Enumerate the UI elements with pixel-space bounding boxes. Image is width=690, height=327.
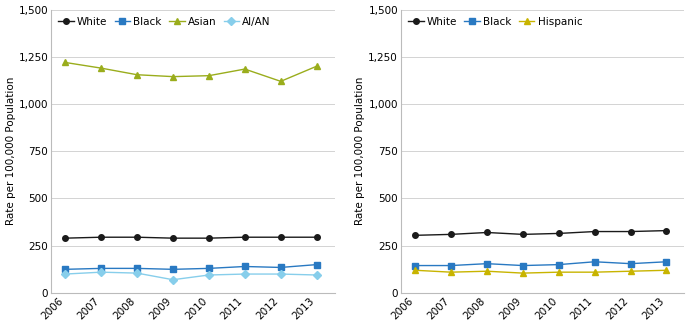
AI/AN	[277, 272, 285, 276]
AI/AN	[97, 270, 106, 274]
Line: Asian: Asian	[61, 59, 320, 85]
White	[277, 235, 285, 239]
Asian	[97, 66, 106, 70]
White	[313, 235, 321, 239]
White	[169, 236, 177, 240]
Hispanic	[627, 269, 635, 273]
AI/AN	[241, 272, 249, 276]
White	[205, 236, 213, 240]
Asian	[277, 79, 285, 83]
Black	[241, 265, 249, 268]
Asian	[133, 73, 141, 77]
Hispanic	[519, 271, 527, 275]
White	[591, 230, 599, 233]
AI/AN	[169, 278, 177, 282]
Legend: White, Black, Asian, AI/AN: White, Black, Asian, AI/AN	[56, 15, 273, 29]
Black	[519, 264, 527, 267]
Black	[662, 260, 671, 264]
AI/AN	[205, 273, 213, 277]
AI/AN	[313, 273, 321, 277]
Asian	[313, 64, 321, 68]
Black	[591, 260, 599, 264]
White	[447, 232, 455, 236]
Asian	[241, 67, 249, 71]
Y-axis label: Rate per 100,000 Population: Rate per 100,000 Population	[355, 77, 366, 225]
Y-axis label: Rate per 100,000 Population: Rate per 100,000 Population	[6, 77, 16, 225]
Black	[205, 267, 213, 270]
Asian	[205, 74, 213, 77]
White	[411, 233, 420, 237]
Hispanic	[411, 268, 420, 272]
Line: Black: Black	[413, 259, 669, 268]
White	[97, 235, 106, 239]
Line: Hispanic: Hispanic	[412, 267, 670, 277]
Line: White: White	[413, 228, 669, 238]
Black	[447, 264, 455, 267]
Hispanic	[555, 270, 563, 274]
Black	[483, 262, 491, 266]
AI/AN	[61, 272, 70, 276]
Black	[411, 264, 420, 267]
Hispanic	[447, 270, 455, 274]
Black	[627, 262, 635, 266]
Line: Black: Black	[63, 262, 319, 272]
AI/AN	[133, 271, 141, 275]
White	[627, 230, 635, 233]
Black	[97, 267, 106, 270]
Black	[61, 267, 70, 271]
Line: AI/AN: AI/AN	[63, 269, 319, 283]
Line: White: White	[63, 234, 319, 241]
Hispanic	[483, 269, 491, 273]
Black	[313, 263, 321, 267]
Hispanic	[662, 268, 671, 272]
White	[555, 232, 563, 235]
Legend: White, Black, Hispanic: White, Black, Hispanic	[406, 15, 584, 29]
White	[519, 232, 527, 236]
White	[662, 229, 671, 232]
Black	[133, 267, 141, 270]
White	[241, 235, 249, 239]
White	[133, 235, 141, 239]
White	[61, 236, 70, 240]
Asian	[169, 75, 177, 78]
Black	[277, 266, 285, 269]
Asian	[61, 60, 70, 64]
White	[483, 231, 491, 234]
Black	[555, 263, 563, 267]
Black	[169, 267, 177, 271]
Hispanic	[591, 270, 599, 274]
